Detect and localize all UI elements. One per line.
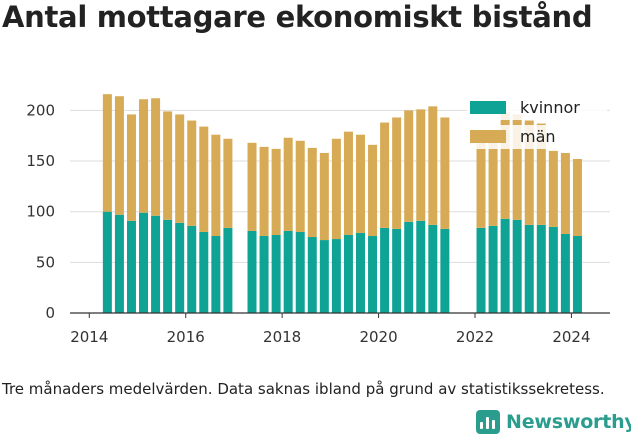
bar-man xyxy=(102,94,112,212)
bar-kvinnor xyxy=(355,232,365,313)
chart: 0 50 100 150 200 2014 2016 2018 2020 2022 2024 kvi… xyxy=(26,94,610,346)
bar-kvinnor xyxy=(114,214,124,313)
bar-man xyxy=(247,142,257,231)
legend: kvinnor män xyxy=(467,96,607,149)
bar-kvinnor xyxy=(247,230,257,313)
bar-man xyxy=(488,140,498,226)
bar-man xyxy=(319,152,329,241)
bar-kvinnor xyxy=(223,227,233,313)
bar-kvinnor xyxy=(175,222,185,313)
bar-man xyxy=(355,134,365,233)
bar-man xyxy=(392,117,402,229)
bar-man xyxy=(187,120,197,226)
x-tick-label: 2022 xyxy=(456,328,494,346)
bar-kvinnor xyxy=(488,225,498,313)
bar-kvinnor xyxy=(163,219,173,313)
chart-caption: Tre månaders medelvärden. Data saknas ib… xyxy=(2,380,605,398)
x-tick-label: 2014 xyxy=(70,328,108,346)
bar-man xyxy=(380,122,390,228)
bar-man xyxy=(259,146,269,237)
bar-man xyxy=(199,126,209,232)
legend-swatch-man xyxy=(470,130,506,143)
bar-kvinnor xyxy=(319,240,329,313)
bar-man xyxy=(139,99,149,213)
bar-man xyxy=(307,147,317,238)
bar-man xyxy=(440,117,450,229)
bar-man xyxy=(114,96,124,215)
bar-kvinnor xyxy=(380,227,390,313)
bar-man xyxy=(476,141,486,228)
bar-kvinnor xyxy=(404,221,414,313)
y-tick-label: 150 xyxy=(26,152,55,170)
bar-kvinnor xyxy=(560,233,570,313)
bar-kvinnor xyxy=(572,236,582,313)
bar-kvinnor xyxy=(187,225,197,313)
bar-kvinnor xyxy=(151,215,161,313)
bar-man xyxy=(175,114,185,223)
x-tick-label: 2018 xyxy=(263,328,301,346)
axes: 0 50 100 150 200 2014 2016 2018 2020 2022 2024 xyxy=(26,101,610,346)
bar-man xyxy=(524,120,534,225)
bar-man xyxy=(428,106,438,225)
bar-kvinnor xyxy=(126,220,136,313)
bar-man xyxy=(211,134,221,237)
bar-man xyxy=(343,131,353,235)
legend-label-man: män xyxy=(520,127,556,146)
bar-man xyxy=(548,150,558,227)
bar-kvinnor xyxy=(343,234,353,313)
bar-man xyxy=(283,137,293,231)
bar-kvinnor xyxy=(536,224,546,313)
bar-kvinnor xyxy=(283,230,293,313)
x-tick-label: 2020 xyxy=(359,328,397,346)
bar-kvinnor xyxy=(331,239,341,313)
bar-kvinnor xyxy=(211,236,221,313)
bar-man xyxy=(126,114,136,221)
bar-man xyxy=(512,114,522,220)
bar-kvinnor xyxy=(199,231,209,313)
bar-man xyxy=(331,138,341,240)
bar-kvinnor xyxy=(259,236,269,313)
bar-man xyxy=(572,159,582,237)
bar-man xyxy=(404,110,414,222)
bar-kvinnor xyxy=(476,227,486,313)
x-tick-label: 2024 xyxy=(552,328,590,346)
bar-kvinnor xyxy=(368,236,378,313)
bar-kvinnor xyxy=(440,228,450,313)
bar-kvinnor xyxy=(548,226,558,313)
chart-title: Antal mottagare ekonomiskt bistånd xyxy=(2,0,593,34)
bar-man xyxy=(151,98,161,216)
bars xyxy=(102,94,582,313)
bar-kvinnor xyxy=(416,220,426,313)
legend-swatch-kvinnor xyxy=(470,101,506,114)
y-tick-label: 100 xyxy=(26,203,55,221)
bar-man xyxy=(416,109,426,221)
bar-man xyxy=(536,123,546,225)
x-tick-label: 2016 xyxy=(167,328,205,346)
bar-kvinnor xyxy=(295,231,305,313)
bar-kvinnor xyxy=(271,234,281,313)
brand-name: Newsworthy xyxy=(506,411,631,433)
bar-man xyxy=(271,148,281,235)
y-tick-label: 200 xyxy=(26,101,55,119)
bar-kvinnor xyxy=(392,228,402,313)
bar-man xyxy=(295,140,305,232)
bar-kvinnor xyxy=(307,237,317,313)
bar-kvinnor xyxy=(139,212,149,313)
y-tick-label: 50 xyxy=(36,253,55,271)
y-tick-label: 0 xyxy=(45,304,55,322)
bar-kvinnor xyxy=(102,211,112,313)
bar-man xyxy=(368,144,378,237)
brand-logo: Newsworthy xyxy=(476,409,631,435)
bar-man xyxy=(223,138,233,228)
bar-kvinnor xyxy=(428,224,438,313)
bar-chart-icon xyxy=(476,410,500,434)
bar-kvinnor xyxy=(500,218,510,313)
legend-label-kvinnor: kvinnor xyxy=(520,98,580,117)
bar-kvinnor xyxy=(512,219,522,313)
bar-man xyxy=(500,112,510,219)
bar-kvinnor xyxy=(524,224,534,313)
bar-man xyxy=(560,152,570,234)
bar-man xyxy=(163,111,173,220)
